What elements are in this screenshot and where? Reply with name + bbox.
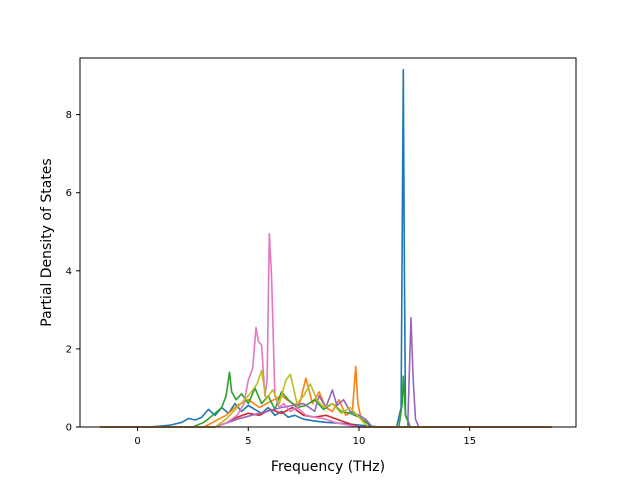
y-tick-label: 2 — [66, 344, 72, 355]
x-axis-title: Frequency (THz) — [271, 459, 385, 475]
x-axis-ticks: 0 5 10 15 — [134, 427, 476, 447]
pdos-series-line — [99, 365, 552, 428]
x-tick-label: 15 — [463, 436, 476, 447]
y-tick-label: 0 — [66, 423, 72, 434]
y-tick-label: 6 — [66, 188, 72, 199]
series-layer — [99, 68, 552, 428]
x-tick-label: 0 — [134, 436, 140, 447]
pdos-series-line — [99, 369, 552, 428]
y-axis-title: Partial Density of States — [39, 158, 55, 326]
y-tick-label: 4 — [66, 266, 72, 277]
pdos-series-line — [99, 232, 552, 428]
x-tick-label: 10 — [353, 436, 366, 447]
pdos-series-line — [99, 68, 552, 428]
plot-frame — [79, 57, 577, 428]
y-tick-label: 8 — [66, 110, 72, 121]
pdos-series-line — [99, 316, 552, 428]
y-axis-ticks: 0 2 4 6 8 — [66, 110, 80, 434]
x-tick-label: 5 — [245, 436, 251, 447]
